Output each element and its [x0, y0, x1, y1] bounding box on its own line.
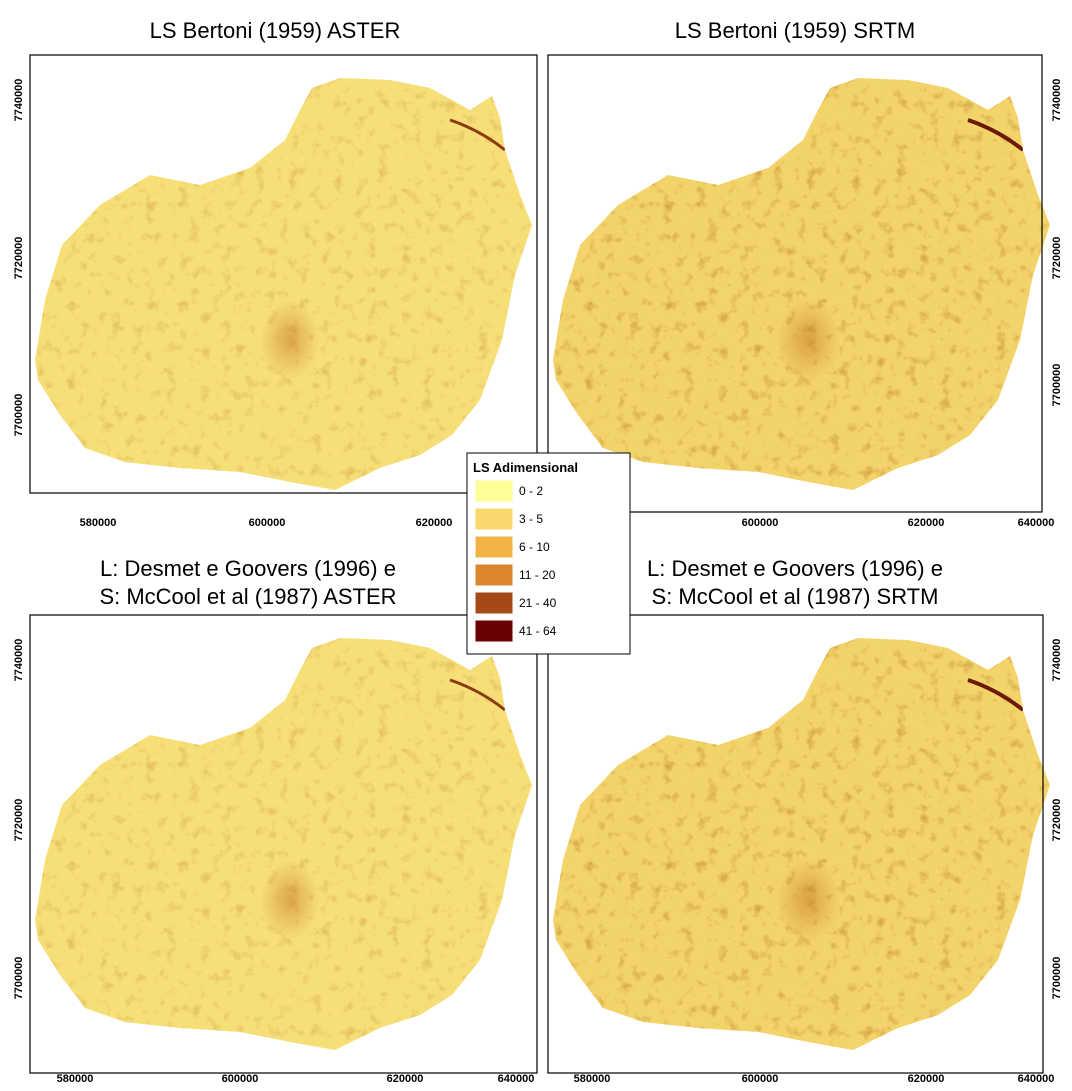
map-srtm-desmet [548, 630, 1058, 1060]
panel-title: S: McCool et al (1987) SRTM [652, 584, 939, 609]
x-tick-label: 620000 [908, 517, 945, 529]
x-tick-label: 600000 [222, 1073, 259, 1085]
x-tick-label: 620000 [908, 1073, 945, 1085]
map-frame [547, 54, 1043, 513]
x-tick-label: 580000 [57, 1073, 94, 1085]
legend-swatch [474, 563, 514, 587]
x-tick-label: 600000 [742, 1073, 779, 1085]
legend-swatch [474, 591, 514, 615]
x-tick-label: 640000 [498, 1073, 535, 1085]
legend-swatch [474, 535, 514, 559]
x-tick-label: 600000 [249, 517, 286, 529]
x-tick-label: 580000 [574, 1073, 611, 1085]
legend-swatch [474, 479, 514, 503]
y-tick-label: 7720000 [1051, 799, 1063, 842]
y-tick-label: 7700000 [1051, 364, 1063, 407]
legend-label: 6 - 10 [519, 540, 550, 554]
legend: LS Adimensional 0 - 2 3 - 5 6 - 10 11 - 20 2… [466, 452, 631, 655]
panel-title: S: McCool et al (1987) ASTER [99, 584, 396, 609]
x-tick-label: 640000 [1018, 517, 1055, 529]
legend-swatch [474, 619, 514, 643]
x-tick-label: 580000 [80, 517, 117, 529]
map-aster-bertoni [30, 70, 540, 500]
y-tick-label: 7700000 [1051, 957, 1063, 1000]
map-srtm-bertoni [548, 70, 1058, 500]
x-tick-label: 620000 [416, 517, 453, 529]
legend-swatch [474, 507, 514, 531]
legend-title: LS Adimensional [473, 460, 578, 475]
legend-label: 0 - 2 [519, 484, 543, 498]
y-tick-label: 7740000 [1051, 79, 1063, 122]
y-tick-label: 7720000 [1051, 237, 1063, 280]
x-tick-label: 600000 [742, 517, 779, 529]
x-tick-label: 620000 [387, 1073, 424, 1085]
map-frame [29, 54, 538, 494]
y-tick-label: 7700000 [13, 957, 25, 1000]
legend-label: 3 - 5 [519, 512, 543, 526]
y-tick-label: 7740000 [13, 79, 25, 122]
legend-label: 21 - 40 [519, 596, 557, 610]
y-tick-label: 7740000 [1051, 639, 1063, 682]
map-aster-desmet [30, 630, 540, 1060]
y-tick-label: 7720000 [13, 799, 25, 842]
panel-title: LS Bertoni (1959) ASTER [150, 18, 401, 43]
panel-title: L: Desmet e Goovers (1996) e [100, 556, 396, 581]
legend-label: 11 - 20 [519, 568, 556, 582]
y-tick-label: 7740000 [13, 639, 25, 682]
y-tick-label: 7700000 [13, 394, 25, 437]
map-frame [29, 614, 538, 1074]
x-tick-label: 640000 [1018, 1073, 1055, 1085]
map-frame [547, 614, 1044, 1074]
legend-label: 41 - 64 [519, 624, 557, 638]
panel-title: L: Desmet e Goovers (1996) e [647, 556, 943, 581]
y-tick-label: 7720000 [13, 237, 25, 280]
panel-title: LS Bertoni (1959) SRTM [675, 18, 915, 43]
